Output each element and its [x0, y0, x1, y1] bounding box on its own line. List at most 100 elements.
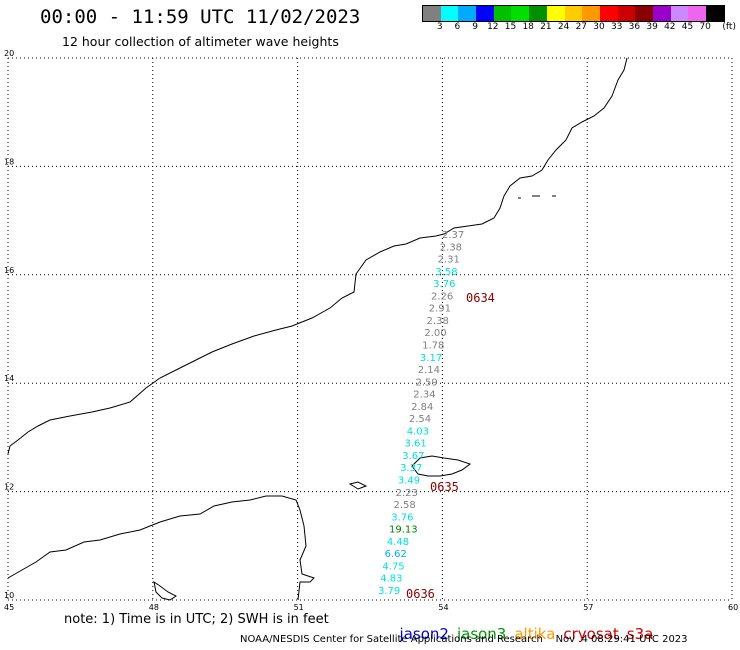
- grid-labels: 45 48 51 54 57 60 20 18 16 14 12 10: [4, 49, 738, 612]
- latitude-label: 20: [4, 49, 14, 58]
- color-swatch: [599, 6, 618, 21]
- color-scale-tick: 21: [540, 22, 552, 32]
- wave-height-value: 3.58: [435, 267, 457, 278]
- color-scale-tick: 45: [681, 22, 694, 32]
- wave-height-value: 6.62: [385, 549, 407, 560]
- color-swatch: [706, 6, 724, 21]
- wave-height-value: 2.34: [413, 390, 435, 401]
- color-swatch: [652, 6, 671, 21]
- wave-height-value: 4.03: [407, 426, 429, 437]
- wave-height-value: 3.61: [404, 439, 426, 450]
- color-scale-tick: 9: [472, 22, 478, 32]
- wave-height-value: 1.78: [422, 340, 444, 351]
- small-islands-north: [518, 195, 556, 199]
- color-swatch: [511, 6, 530, 21]
- wave-height-value: 3.79: [378, 586, 400, 597]
- latitude-label: 14: [4, 374, 14, 383]
- longitude-label: 45: [4, 603, 14, 612]
- color-scale-bar: [422, 5, 725, 22]
- wave-height-value: 4.48: [387, 537, 409, 548]
- map-title: 00:00 - 11:59 UTC 11/02/2023: [40, 6, 361, 28]
- pass-time-label: 0636: [406, 587, 435, 601]
- horn-of-africa-coastline: [7, 495, 315, 601]
- color-scale-unit: (ft): [722, 22, 736, 32]
- wave-height-value: 3.17: [420, 353, 442, 364]
- footer-credit: NOAA/NESDIS Center for Satellite Applica…: [240, 634, 688, 645]
- color-scale-tick: 15: [504, 22, 517, 32]
- color-swatch: [688, 6, 706, 21]
- map-grid: [7, 57, 733, 601]
- legend-cryosat: cryosat: [563, 625, 619, 643]
- legend-jason2: jason2: [399, 625, 449, 643]
- color-scale-tick: 12: [487, 22, 499, 32]
- wave-height-value: 3.49: [398, 476, 420, 487]
- wave-height-value: 2.00: [424, 328, 446, 339]
- color-scale-tick: 3: [436, 22, 443, 32]
- longitude-label: 54: [438, 603, 448, 612]
- wave-height-value: 2.14: [418, 365, 440, 376]
- color-scale-tick: 6: [454, 22, 461, 32]
- altimeter-track: 2.372.382.313.583.762.262.912.382.001.78…: [378, 230, 464, 597]
- wave-height-value: 2.58: [393, 500, 415, 511]
- latitude-label: 12: [4, 483, 14, 492]
- color-swatch: [635, 6, 653, 21]
- wave-height-value: 2.37: [442, 230, 464, 241]
- wave-height-value: 3.76: [433, 279, 455, 290]
- color-scale-labels: 3 6 9 12 15 18 21 24 27 30 33 36 39 42 45 70 (ft): [422, 22, 740, 36]
- small-island-west: [348, 481, 368, 490]
- latitude-label: 10: [4, 591, 14, 600]
- color-scale-tick: 42: [664, 22, 676, 32]
- color-scale-tick: 30: [593, 22, 605, 32]
- pass-time-label: 0634: [466, 291, 495, 305]
- longitude-label: 51: [294, 603, 304, 612]
- arabian-coastline: [7, 57, 628, 455]
- color-scale-tick: 70: [699, 22, 711, 32]
- color-swatch: [493, 6, 512, 21]
- wave-height-value: 2.59: [416, 377, 438, 388]
- longitude-label: 60: [728, 603, 738, 612]
- legend-jason3: jason3: [456, 625, 507, 643]
- satellite-legend: jason2 jason3 altika cryosat s3a: [390, 607, 661, 643]
- latitude-label: 18: [4, 157, 14, 166]
- coast-fragment-south: [153, 580, 177, 601]
- coastline: [7, 57, 628, 601]
- wave-height-value: 3.67: [402, 451, 424, 462]
- color-swatch: [423, 6, 441, 21]
- wave-height-value: 2.38: [427, 316, 449, 327]
- wave-height-value: 4.83: [380, 574, 402, 585]
- color-scale-tick: 39: [646, 22, 658, 32]
- wave-height-value: 4.75: [382, 561, 404, 572]
- wave-height-value: 2.26: [431, 291, 453, 302]
- wave-height-value: 2.38: [440, 242, 462, 253]
- color-swatch: [582, 6, 600, 21]
- wave-height-value: 2.23: [396, 488, 418, 499]
- color-scale-tick: 27: [575, 22, 588, 32]
- wave-height-value: 3.37: [400, 463, 422, 474]
- wave-height-value: 3.76: [391, 512, 413, 523]
- color-swatch: [670, 6, 689, 21]
- wave-height-value: 2.91: [429, 304, 451, 315]
- socotra-island: [411, 455, 472, 477]
- map-subtitle: 12 hour collection of altimeter wave hei…: [62, 34, 339, 49]
- color-swatch: [617, 6, 636, 21]
- color-scale-tick: 36: [628, 22, 641, 32]
- wave-height-value: 2.84: [411, 402, 433, 413]
- color-swatch: [440, 6, 459, 21]
- longitude-label: 48: [149, 603, 159, 612]
- color-swatch: [458, 6, 477, 21]
- color-scale-tick: 18: [522, 22, 534, 32]
- legend-s3a: s3a: [626, 625, 654, 643]
- longitude-label: 57: [583, 603, 593, 612]
- color-swatch: [476, 6, 494, 21]
- color-swatch: [529, 6, 547, 21]
- wave-height-value: 2.31: [438, 255, 460, 266]
- legend-altika: altika: [514, 625, 556, 643]
- color-swatch: [564, 6, 583, 21]
- color-swatch: [546, 6, 565, 21]
- color-scale-tick: 33: [610, 22, 623, 32]
- color-scale-tick: 24: [557, 22, 570, 32]
- pass-time-label: 0635: [430, 480, 459, 494]
- wave-height-value: 2.54: [409, 414, 431, 425]
- wave-height-value: 19.13: [389, 525, 418, 536]
